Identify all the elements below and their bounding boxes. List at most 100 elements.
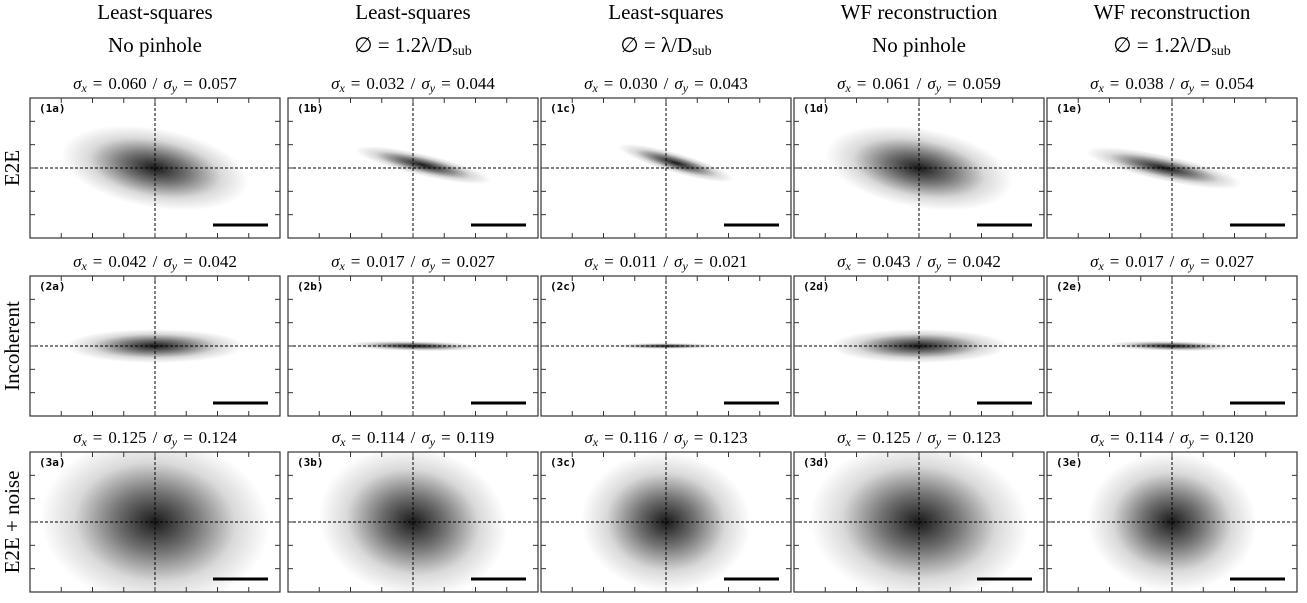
text-part: / [1170, 252, 1175, 271]
text-part: / [153, 252, 158, 271]
panel-label: (1a) [39, 102, 66, 115]
text-part: σ [73, 252, 82, 271]
panel: (2e) [1046, 275, 1298, 417]
text-part: x [338, 81, 345, 95]
text-part: 0.011 [620, 252, 658, 271]
text-part: x [844, 435, 851, 449]
panel: (2c) [540, 275, 792, 417]
text-part: y [171, 81, 178, 95]
text-part: 0.044 [457, 74, 496, 93]
panel-label: (3a) [39, 456, 66, 469]
text-part: 0.027 [457, 252, 496, 271]
text-part: σ [1180, 428, 1189, 447]
text-part: x [1098, 435, 1105, 449]
text-part: = [441, 252, 451, 271]
column-subtitle: ∅ = 1.2λ/Dsub [354, 33, 472, 59]
panel-label: (1b) [297, 102, 324, 115]
text-part: σ [927, 252, 936, 271]
text-part: 0.123 [963, 428, 1001, 447]
panel-label: (2a) [39, 280, 66, 293]
text-part: y [935, 81, 942, 95]
text-part: 0.120 [1215, 428, 1253, 447]
text-part: / [917, 428, 922, 447]
sigma-caption: σx = 0.114/σy = 0.119 [332, 428, 495, 449]
sigma-caption: σx = 0.017/σy = 0.027 [331, 252, 495, 273]
text-part: 0.114 [1126, 428, 1164, 447]
text-part: = [1200, 252, 1210, 271]
intensity-blob [618, 143, 734, 183]
panel: (3e) [1046, 451, 1298, 593]
text-part: σ [332, 428, 341, 447]
text-part: 0.032 [366, 74, 404, 93]
text-part: x [338, 259, 345, 273]
text-part: 0.042 [963, 252, 1001, 271]
text-part: sub [692, 44, 711, 59]
text-part: x [80, 259, 87, 273]
text-part: y [429, 435, 436, 449]
text-part: = [947, 252, 957, 271]
text-part: σ [927, 74, 936, 93]
text-part: 0.057 [199, 74, 238, 93]
column-title: Least-squares [355, 0, 470, 24]
text-part: No pinhole [872, 33, 966, 57]
text-part: = [1200, 74, 1210, 93]
panel-label: (1c) [550, 102, 577, 115]
sigma-caption: σx = 0.011/σy = 0.021 [584, 252, 747, 273]
text-part: x [844, 259, 851, 273]
text-part: σ [163, 252, 172, 271]
text-part: x [80, 81, 87, 95]
sigma-caption: σx = 0.060/σy = 0.057 [73, 74, 237, 95]
panel: (3d) [793, 451, 1045, 593]
text-part: 0.119 [457, 428, 495, 447]
text-part: 0.054 [1216, 74, 1255, 93]
text-part: σ [1090, 428, 1099, 447]
text-part: 0.038 [1125, 74, 1163, 93]
panel-image [354, 145, 492, 185]
text-part: 0.124 [199, 428, 238, 447]
text-part: y [1188, 81, 1195, 95]
text-part: y [935, 259, 942, 273]
column-subtitle: ∅ = λ/Dsub [620, 33, 711, 59]
text-part: σ [1180, 74, 1189, 93]
text-part: x [1097, 81, 1104, 95]
text-part: = [604, 74, 614, 93]
text-part: 0.125 [108, 428, 146, 447]
text-part: 0.017 [1125, 252, 1164, 271]
text-part: / [1169, 428, 1174, 447]
text-part: 0.021 [709, 252, 747, 271]
sigma-caption: σx = 0.125/σy = 0.123 [837, 428, 1001, 449]
panel: (1d) [793, 97, 1045, 239]
text-part: y [171, 259, 178, 273]
text-part: x [844, 81, 851, 95]
row-label: Incoherent [0, 301, 24, 391]
text-part: σ [1180, 252, 1189, 271]
text-part: σ [73, 74, 82, 93]
text-part: sub [1211, 44, 1230, 59]
text-part: = [947, 74, 957, 93]
sigma-caption: σx = 0.116/σy = 0.123 [584, 428, 747, 449]
text-part: y [681, 435, 688, 449]
text-part: = [1110, 74, 1120, 93]
text-part: σ [331, 74, 340, 93]
panel-label: (2e) [1056, 280, 1083, 293]
text-part: = [694, 74, 704, 93]
text-part: = [441, 74, 451, 93]
text-part: = [351, 428, 361, 447]
text-part: σ [421, 74, 430, 93]
text-part: = [1110, 252, 1120, 271]
column-title: WF reconstruction [1094, 0, 1251, 24]
text-part: / [917, 74, 922, 93]
panel: (1c) [540, 97, 792, 239]
text-part: x [339, 435, 346, 449]
panel: (2d) [793, 275, 1045, 417]
row-label: E2E [0, 150, 24, 186]
column-subtitle: No pinhole [108, 33, 202, 57]
text-part: = [93, 74, 103, 93]
sigma-caption: σx = 0.017/σy = 0.027 [1090, 252, 1254, 273]
text-part: σ [163, 428, 172, 447]
text-part: 0.043 [872, 252, 910, 271]
sigma-caption: σx = 0.114/σy = 0.120 [1090, 428, 1253, 449]
text-part: 0.116 [620, 428, 658, 447]
text-part: = [93, 252, 103, 271]
text-part: = [857, 428, 867, 447]
